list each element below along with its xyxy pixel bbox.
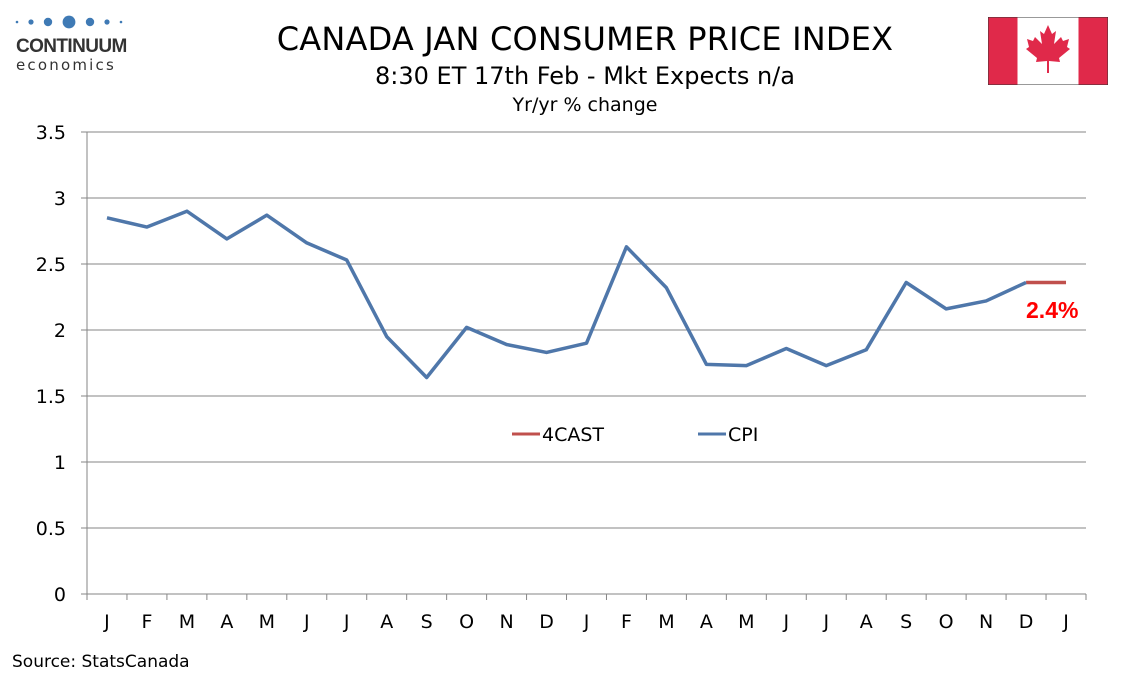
y-tick-label: 0.5: [36, 518, 66, 540]
x-tick-label: O: [939, 611, 954, 633]
legend-label-cpi: CPI: [728, 424, 758, 446]
canada-flag-icon: [988, 17, 1108, 85]
x-tick-label: F: [621, 611, 632, 633]
x-tick-label: M: [738, 611, 754, 633]
y-tick-label: 3: [54, 188, 66, 210]
x-tick-label: J: [1062, 611, 1069, 633]
chart-title: CANADA JAN CONSUMER PRICE INDEX: [276, 20, 894, 58]
source-note: Source: StatsCanada: [12, 652, 190, 672]
y-tick-label: 2: [54, 320, 66, 342]
chart-subtitle: 8:30 ET 17th Feb - Mkt Expects n/a: [375, 62, 795, 90]
y-tick-label: 0: [54, 584, 66, 606]
x-tick-label: J: [782, 611, 789, 633]
y-tick-label: 1.5: [36, 386, 66, 408]
x-tick-label: N: [499, 611, 513, 633]
legend-label-4cast: 4CAST: [542, 424, 604, 446]
x-tick-label: A: [700, 611, 713, 633]
x-tick-label: D: [539, 611, 554, 633]
x-tick-label: J: [103, 611, 110, 633]
x-tick-label: A: [380, 611, 393, 633]
x-tick-label: O: [459, 611, 474, 633]
logo-wordmark: CONTINUUM: [16, 36, 127, 57]
logo-dots-icon: [15, 15, 123, 29]
legend: 4CAST CPI: [512, 424, 758, 446]
forecast-value-label: 2.4%: [1026, 297, 1078, 323]
x-tick-label: A: [220, 611, 233, 633]
y-tick-label: 3.5: [36, 122, 66, 144]
x-tick-label: M: [179, 611, 195, 633]
series-line-cpi: [106, 209, 1027, 380]
y-tick-labels: 0 0.5 1 1.5 2 2.5 3 3.5: [36, 122, 66, 606]
series: [106, 209, 1067, 380]
x-tick-label: S: [421, 611, 433, 633]
x-tick-label: J: [303, 611, 310, 633]
x-tick-label: J: [822, 611, 829, 633]
chart-units: Yr/yr % change: [512, 94, 658, 116]
x-tick-label: D: [1019, 611, 1034, 633]
y-tick-label: 1: [54, 452, 66, 474]
x-tick-label: S: [900, 611, 912, 633]
x-tick-label: A: [860, 611, 873, 633]
y-tick-label: 2.5: [36, 254, 66, 276]
annotations: 2.4%: [1026, 297, 1078, 323]
x-tick-label: J: [583, 611, 590, 633]
logo-subtitle: economics: [16, 56, 116, 74]
x-tick-label: J: [343, 611, 350, 633]
x-tick-label: N: [979, 611, 993, 633]
x-tick-label: M: [658, 611, 674, 633]
x-tick-label: F: [141, 611, 152, 633]
x-tick-label: M: [259, 611, 275, 633]
axes: [81, 131, 1087, 600]
gridlines: [87, 131, 1086, 529]
